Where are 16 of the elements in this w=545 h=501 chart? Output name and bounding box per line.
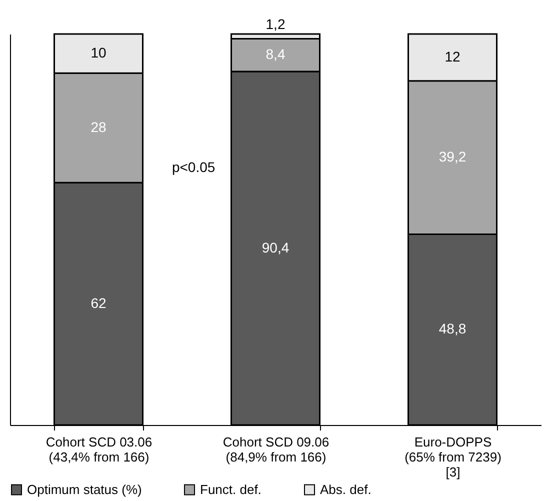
x-tick-label: Cohort SCD 03.06 (43,4% from 166) xyxy=(46,434,152,464)
data-label: 90,4 xyxy=(262,239,290,256)
x-tick-label: Cohort SCD 09.06 (84,9% from 166) xyxy=(222,434,330,464)
legend-label: Funct. def. xyxy=(200,482,262,497)
data-label: 8,4 xyxy=(266,46,286,62)
data-label: 62 xyxy=(90,294,106,311)
x-tick-label: Euro-DOPPS (65% from 7239) [3] xyxy=(404,434,502,480)
data-label: 48,8 xyxy=(438,320,466,337)
data-label: 12 xyxy=(444,48,460,64)
data-label: 1,2 xyxy=(266,16,286,32)
data-label: 39,2 xyxy=(438,148,466,165)
annotation: p<0.05 xyxy=(172,158,216,175)
data-label: 10 xyxy=(90,44,106,61)
legend-label: Optimum status (%) xyxy=(27,482,142,497)
legend-label: Abs. def. xyxy=(320,482,372,497)
data-label: 28 xyxy=(90,118,106,135)
